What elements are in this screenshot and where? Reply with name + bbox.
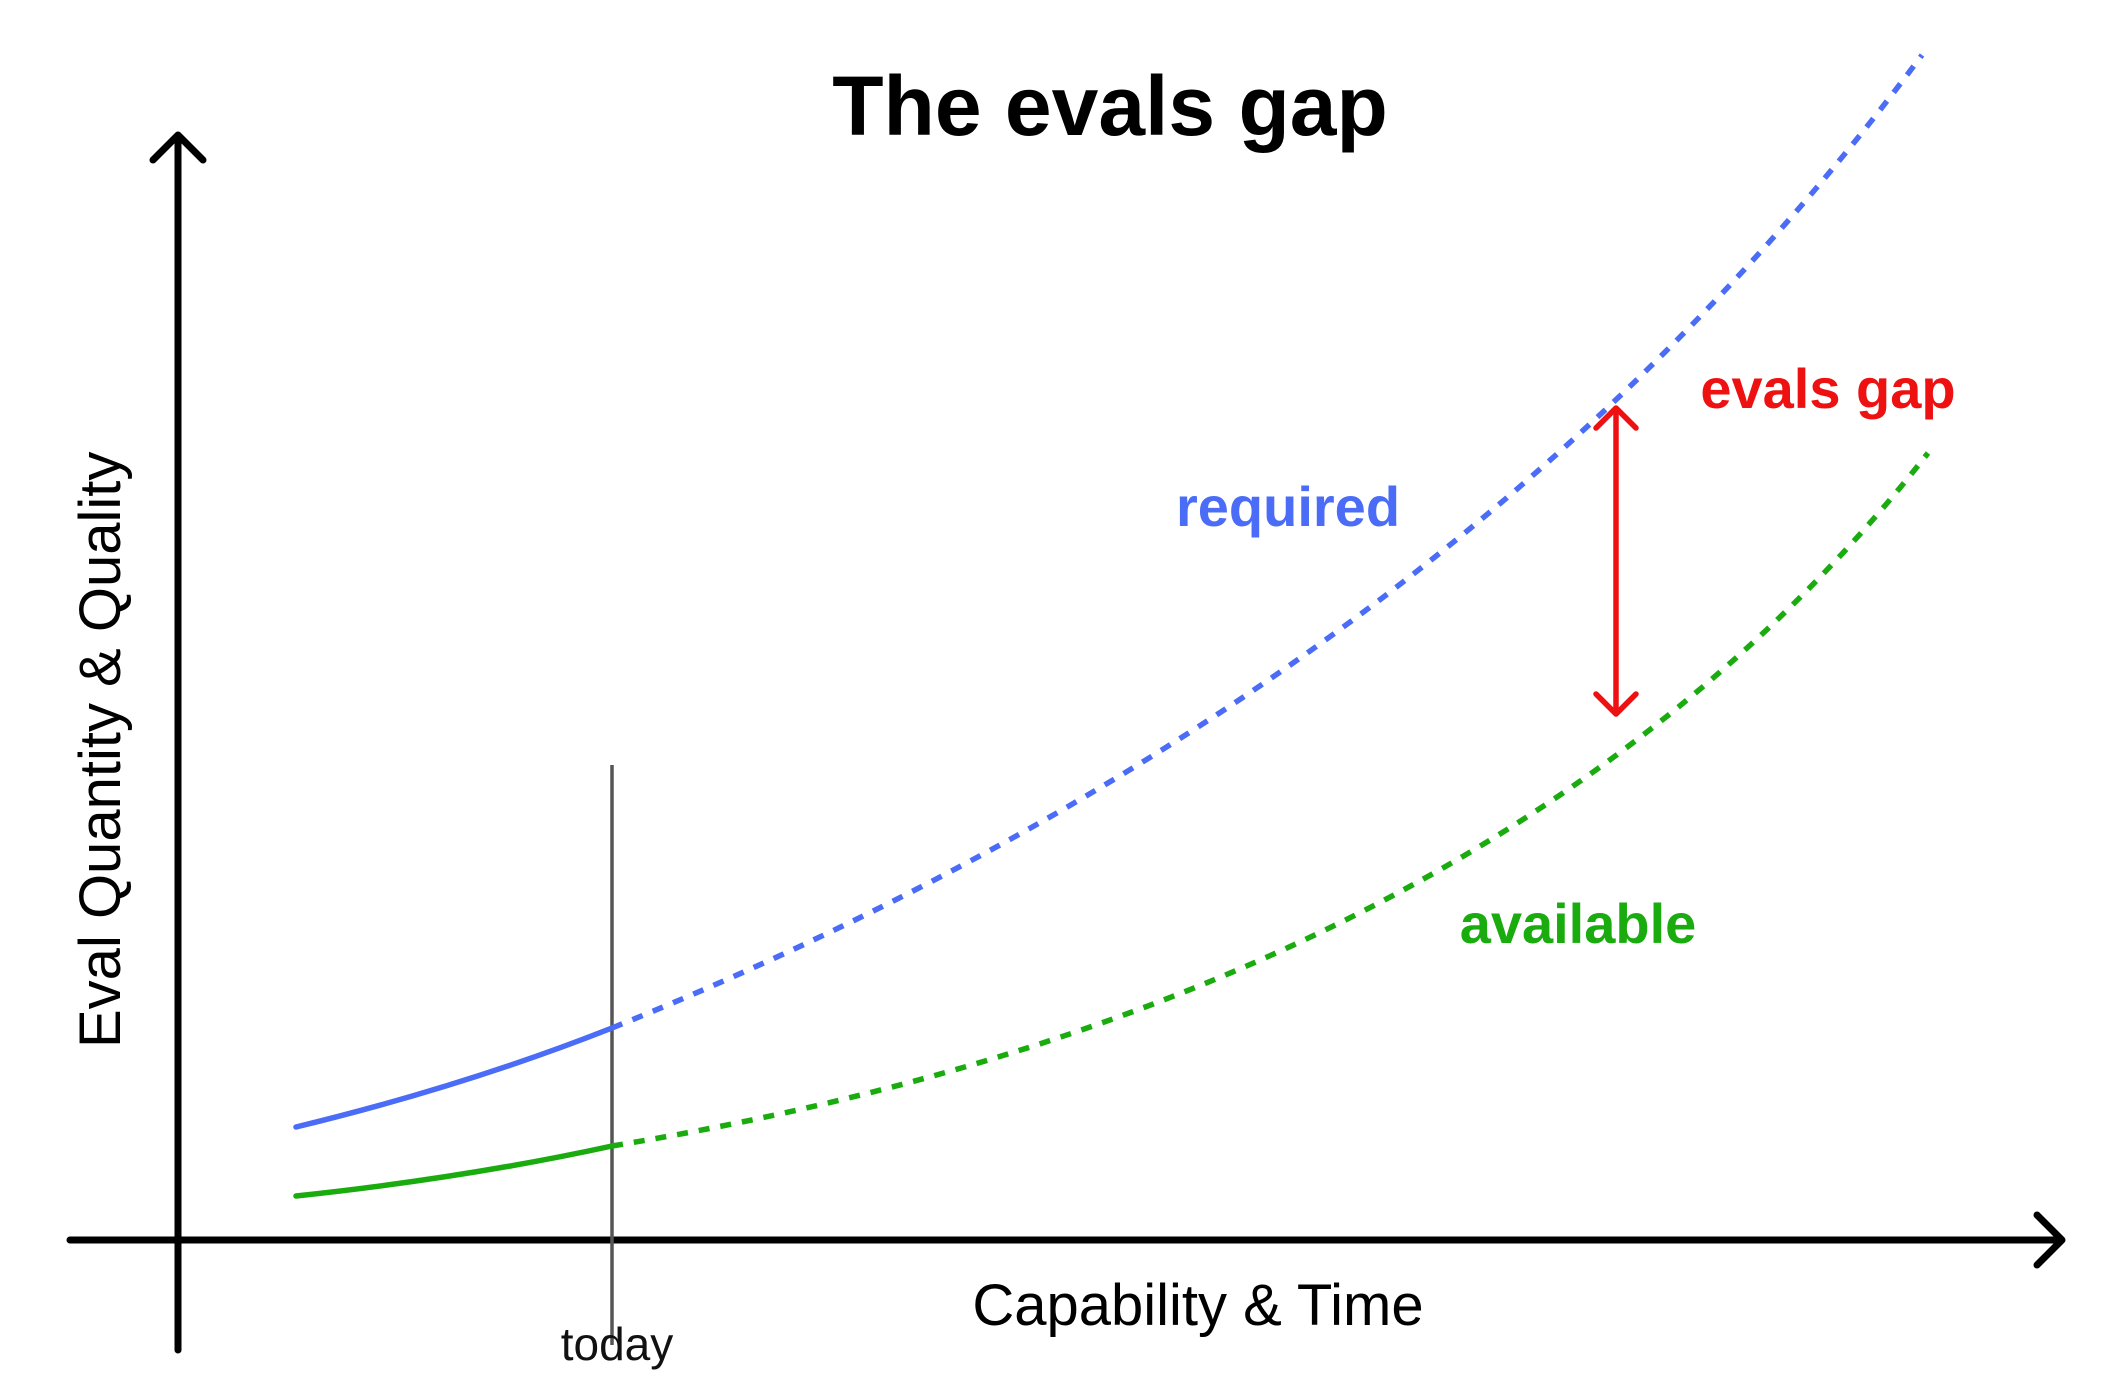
- required-curve-dashed: [610, 53, 1925, 1031]
- required-curve-solid: [293, 1025, 615, 1130]
- arrowhead-right-icon: [2033, 1211, 2066, 1269]
- arrowhead-up-icon: [149, 131, 207, 164]
- available-curve-solid: [293, 1143, 615, 1199]
- available-series-label: available: [1460, 892, 1697, 955]
- evals-gap-label: evals gap: [1700, 357, 1955, 420]
- x-axis-label: Capability & Time: [972, 1273, 1423, 1338]
- required-series-label: required: [1176, 475, 1400, 538]
- available-curve-dashed: [611, 451, 1931, 1149]
- double-headed-arrow-icon: [1593, 405, 1639, 717]
- diagram-title: The evals gap: [832, 59, 1388, 153]
- today-marker-label: today: [561, 1318, 674, 1370]
- y-axis-label: Eval Quantity & Quality: [68, 452, 133, 1048]
